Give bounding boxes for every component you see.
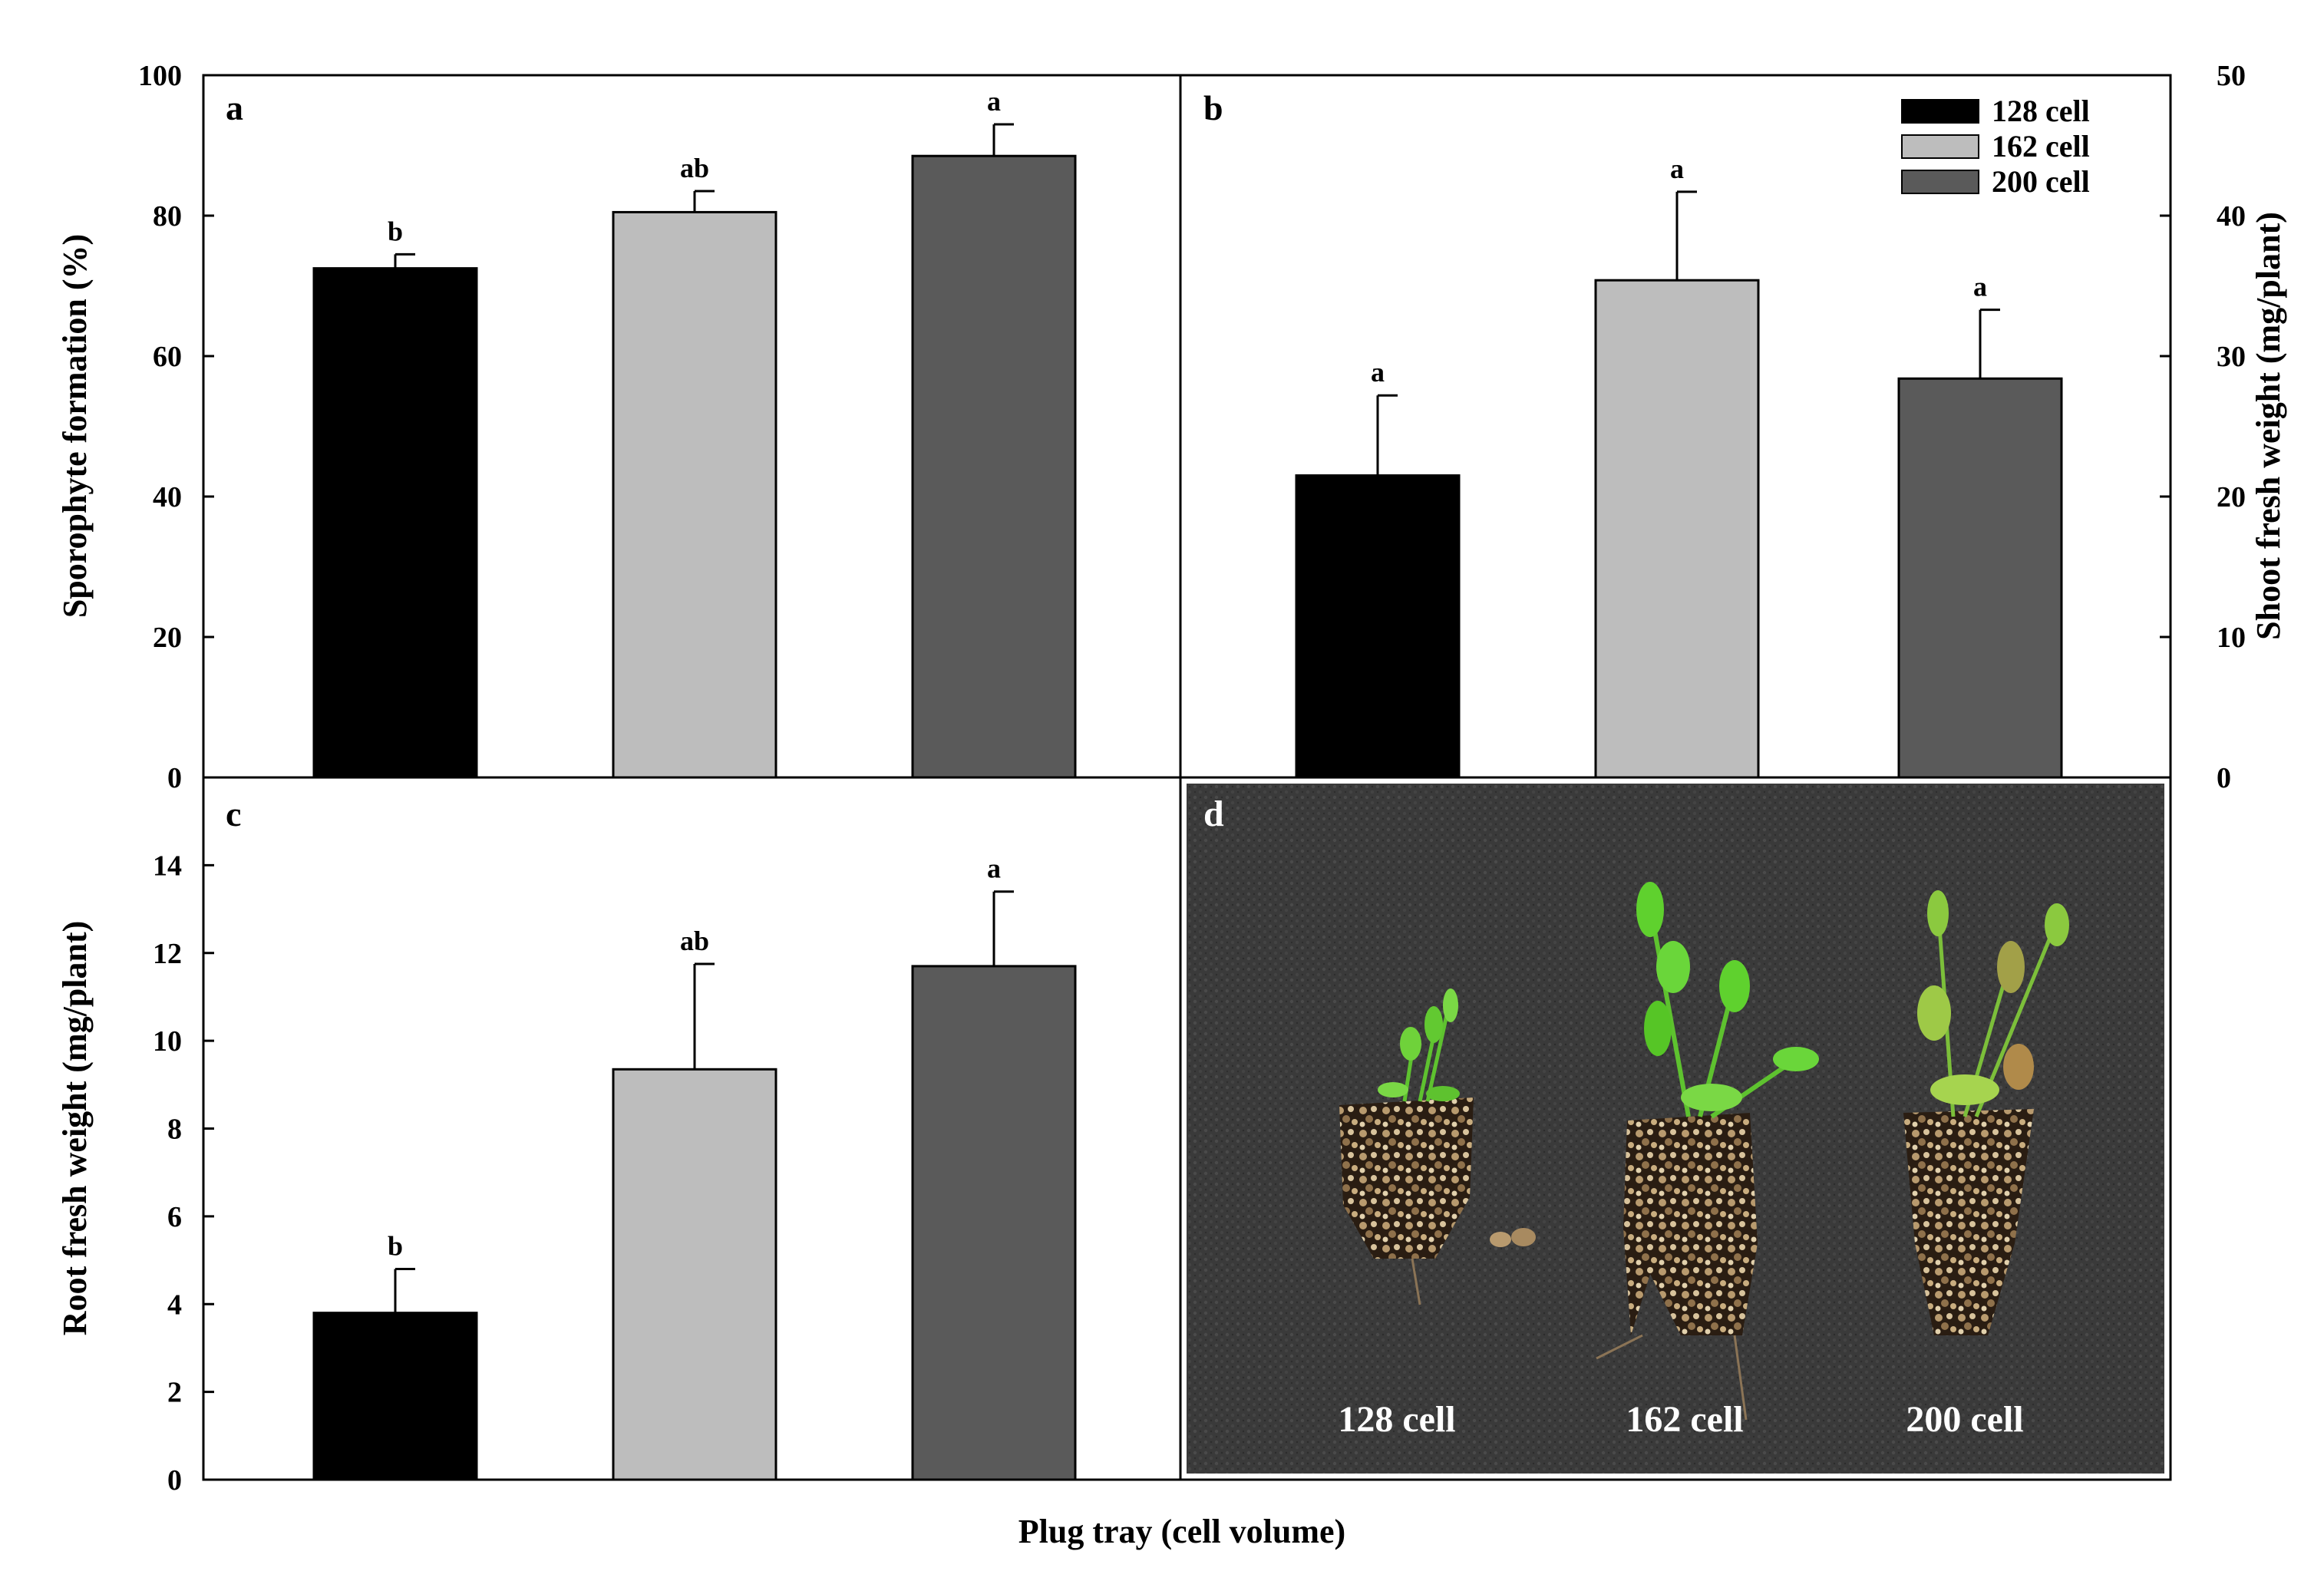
significance-letter: a: [987, 86, 1001, 117]
y-tick-label: 80: [153, 200, 182, 233]
panel-letter-d: d: [1203, 794, 1224, 834]
significance-letter: a: [1973, 272, 1987, 302]
y-tick-label: 10: [153, 1025, 182, 1058]
y-tick-label: 4: [167, 1289, 182, 1321]
y-tick-label: 6: [167, 1201, 182, 1233]
legend-label-162: 162 cell: [1992, 129, 2090, 163]
y-tick-label: 30: [2217, 341, 2246, 373]
bar-c-1: [312, 1312, 478, 1481]
y-axis-label-a: Sporophyte formation (%): [56, 234, 94, 618]
photo-label-128: 128 cell: [1338, 1399, 1455, 1440]
x-axis-label: Plug tray (cell volume): [1018, 1513, 1345, 1550]
panel-letter-a: a: [226, 88, 243, 127]
y-tick-label: 20: [153, 622, 182, 654]
y-tick-label: 8: [167, 1114, 182, 1146]
y-tick-label: 0: [2217, 762, 2231, 794]
bar-c-3: [911, 965, 1077, 1481]
legend-swatch-162: [1901, 134, 1979, 159]
significance-letter: b: [388, 216, 403, 246]
bar-b-1: [1295, 474, 1461, 779]
photo-panel-d: d: [1187, 784, 2164, 1474]
panel-letter-b: b: [1203, 88, 1223, 127]
legend-swatch-128: [1901, 99, 1979, 124]
bar-a-2: [612, 210, 777, 779]
panel-a-chart: 0 20 40 60 80 100 b ab a: [138, 60, 1077, 794]
y-tick-label: 50: [2217, 60, 2246, 92]
plant-128-cell: [1339, 988, 1536, 1305]
y-tick-label: 40: [2217, 200, 2246, 233]
y-tick-label: 0: [167, 762, 182, 794]
y-axis-label-b: Shoot fresh weight (mg/plant): [2250, 212, 2287, 640]
y-axis-label-c: Root fresh weight (mg/plant): [56, 921, 94, 1336]
y-tick-label: 0: [167, 1464, 182, 1497]
legend-label-200: 200 cell: [1992, 164, 2090, 199]
panel-b-chart: 0 10 20 30 40 50 a a a: [1295, 60, 2246, 794]
panel-letter-c: c: [226, 794, 241, 833]
significance-letter: a: [1670, 153, 1684, 184]
bar-a-3: [911, 154, 1077, 779]
legend: 128 cell 162 cell 200 cell: [1901, 94, 2090, 199]
photo-label-200: 200 cell: [1906, 1399, 2023, 1440]
legend-swatch-200: [1901, 170, 1979, 194]
bar-b-2: [1594, 279, 1760, 779]
y-tick-label: 10: [2217, 622, 2246, 654]
y-tick-label: 40: [153, 481, 182, 513]
plant-162-cell: [1596, 882, 1819, 1421]
bar-b-3: [1897, 377, 2063, 779]
plant-200-cell: [1903, 890, 2069, 1335]
bar-a-1: [312, 267, 478, 779]
legend-label-128: 128 cell: [1992, 94, 2090, 128]
significance-letter: a: [987, 853, 1001, 884]
photo-label-162: 162 cell: [1626, 1399, 1743, 1440]
y-tick-label: 60: [153, 341, 182, 373]
y-tick-label: 12: [153, 938, 182, 970]
y-tick-label: 100: [138, 60, 182, 92]
bar-c-2: [612, 1068, 777, 1481]
y-tick-label: 20: [2217, 481, 2246, 513]
y-tick-label: 14: [153, 850, 182, 882]
y-tick-label: 2: [167, 1377, 182, 1409]
significance-letter: b: [388, 1231, 403, 1262]
significance-letter: ab: [680, 153, 709, 183]
panel-c-chart: 0 2 4 6 8 10 12 14 b ab a: [153, 850, 1077, 1497]
significance-letter: a: [1371, 357, 1385, 388]
significance-letter: ab: [680, 926, 709, 956]
